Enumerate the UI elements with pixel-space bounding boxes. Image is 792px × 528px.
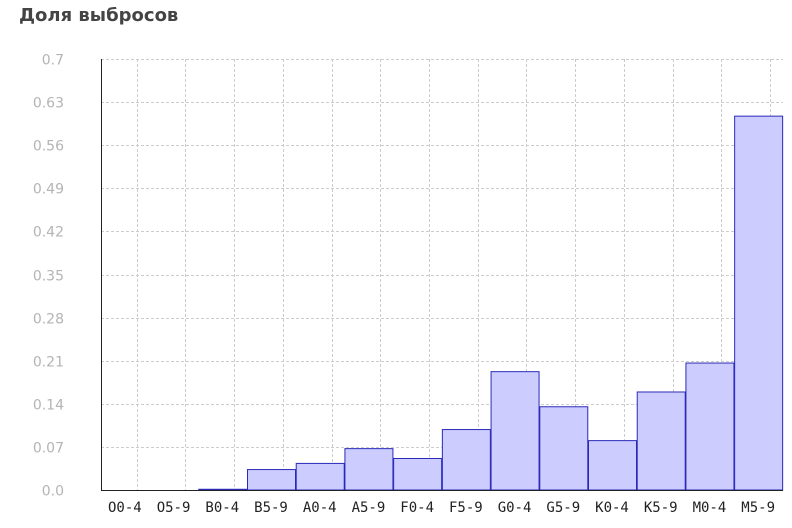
x-tick-label: B5-9 — [254, 500, 288, 516]
bar-B5-9 — [247, 469, 296, 491]
axes — [101, 59, 783, 491]
x-tick-label: A0-4 — [303, 500, 337, 516]
y-tick-label: 0.28 — [33, 312, 64, 328]
y-tick-label: 0.21 — [33, 355, 64, 371]
y-tick-label: 0.14 — [33, 398, 64, 414]
y-tick-label: 0.35 — [33, 269, 64, 285]
x-tick-label: K0-4 — [595, 500, 629, 516]
bar-G0-4 — [490, 371, 540, 491]
x-tick-label: A5-9 — [352, 500, 386, 516]
x-tick-label: G5-9 — [546, 500, 580, 516]
x-tick-label: F0-4 — [400, 500, 434, 516]
chart-title: Доля выбросов — [19, 5, 179, 26]
x-tick-label: O5-9 — [157, 500, 191, 516]
x-tick-label: M0-4 — [693, 500, 727, 516]
x-tick-labels: O0-4 O5-9 B0-4 B5-9 A0-4 A5-9 F0-4 F5-9 G0-4 G5-9… — [108, 500, 775, 516]
y-tick-labels: 0.0 0.07 0.14 0.21 0.28 0.35 0.42 0.49 0.56 0.63 0… — [33, 53, 64, 500]
bar-F5-9 — [441, 429, 491, 491]
bar-A5-9 — [344, 448, 394, 491]
bar-M0-4 — [685, 362, 735, 491]
bar-K5-9 — [636, 391, 686, 491]
bars — [198, 115, 784, 491]
x-tick-label: O0-4 — [108, 500, 142, 516]
x-tick-label: B0-4 — [205, 500, 239, 516]
y-tick-label: 0.63 — [33, 96, 64, 112]
x-tick-label: M5-9 — [741, 500, 775, 516]
y-tick-label: 0.07 — [33, 441, 64, 457]
y-tick-label: 0.7 — [42, 53, 64, 69]
bar-K0-4 — [588, 440, 637, 491]
y-tick-label: 0.56 — [33, 139, 64, 155]
x-tick-label: K5-9 — [644, 500, 678, 516]
y-tick-label: 0.0 — [42, 484, 64, 500]
y-tick-label: 0.49 — [33, 182, 64, 198]
bar-M5-9 — [734, 115, 784, 491]
bar-A0-4 — [295, 462, 345, 491]
y-tick-label: 0.42 — [33, 225, 64, 241]
bar-G5-9 — [539, 406, 589, 491]
bar-B0-4 — [198, 488, 248, 491]
x-tick-label: F5-9 — [449, 500, 483, 516]
bar-F0-4 — [393, 457, 443, 491]
x-tick-label: G0-4 — [498, 500, 532, 516]
